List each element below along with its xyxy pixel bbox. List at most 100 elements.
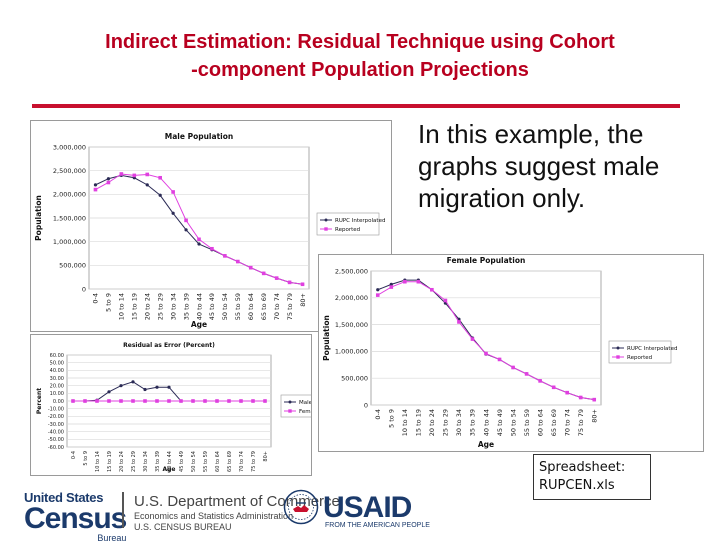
callout-line-2: RUPCEN.xls	[539, 478, 615, 493]
residual-point-0	[167, 385, 171, 389]
male-point-0	[93, 183, 98, 187]
census-united-states: United States	[24, 490, 104, 505]
male-xtick-label: 10 to 14	[118, 293, 126, 320]
residual-point-1	[71, 399, 75, 403]
female-ytick-label: 1,500,000	[335, 321, 368, 329]
residual-point-1	[179, 399, 183, 403]
male-chart-title: Male Population	[165, 132, 233, 141]
male-ytick-label: 2,500,000	[53, 167, 86, 175]
residual-ylabel: Percent	[36, 388, 43, 414]
male-xtick-label: 70 to 74	[273, 293, 281, 320]
residual-xtick-label: 75 to 79	[251, 451, 257, 472]
residual-legend-marker	[288, 400, 292, 404]
female-xtick-label: 55 to 59	[523, 409, 531, 436]
male-point-1	[184, 218, 188, 223]
residual-xtick-label: 40 to 44	[167, 451, 173, 472]
female-point-1	[511, 365, 515, 370]
male-point-1	[248, 265, 253, 270]
census-wordmark: Census	[24, 502, 127, 535]
residual-ytick-label: 30.00	[50, 376, 64, 382]
title-line-1: Indirect Estimation: Residual Technique …	[105, 31, 615, 53]
female-ytick-label: 1,000,000	[335, 348, 368, 356]
residual-xtick-label: 80+	[263, 451, 269, 462]
male-point-0	[158, 193, 162, 197]
female-xtick-label: 25 to 29	[442, 409, 450, 436]
male-point-0	[184, 228, 188, 232]
residual-ytick-label: -60.00	[48, 445, 64, 451]
male-point-0	[106, 177, 111, 181]
female-point-1	[484, 351, 488, 356]
male-point-1	[210, 246, 214, 251]
male-point-0	[171, 211, 175, 215]
residual-legend-label: Male	[299, 400, 311, 406]
residual-error-chart: -60.00 -50.00 -40.00 -30.00 -20.00 -10.00 0.00…	[30, 334, 312, 476]
residual-ytick-label: -40.00	[48, 429, 64, 435]
residual-ytick-label: -30.00	[48, 422, 64, 428]
residual-point-0	[107, 390, 111, 394]
male-xtick-label: 60 to 64	[247, 293, 255, 320]
slide-title: Indirect Estimation: Residual Technique …	[0, 28, 720, 84]
residual-point-1	[263, 399, 267, 403]
male-legend-label: Reported	[335, 227, 360, 233]
female-legend-box	[608, 340, 672, 364]
female-plot-area	[370, 270, 602, 406]
female-chart-title: Female Population	[447, 256, 526, 265]
male-xtick-label: 55 to 59	[234, 293, 242, 320]
female-xtick-label: 65 to 69	[550, 409, 558, 436]
male-point-1	[171, 190, 175, 194]
male-point-1	[119, 172, 124, 176]
female-xtick-label: 20 to 24	[428, 409, 436, 436]
female-point-0	[389, 282, 393, 286]
female-point-1	[592, 397, 597, 402]
title-line-2: -component Population Projections	[191, 59, 529, 81]
female-point-1	[389, 285, 394, 289]
residual-chart-svg: -60.00 -50.00 -40.00-30.00 -20.00 -10.000.00…	[36, 342, 311, 473]
female-point-1	[443, 298, 448, 303]
male-point-1	[274, 276, 279, 280]
male-legend-box	[316, 212, 380, 236]
male-xtick-label: 5 to 9	[105, 293, 113, 312]
female-point-1	[538, 379, 542, 383]
male-ylabel: Population	[34, 195, 43, 241]
male-ytick-label: 500,000	[59, 262, 86, 270]
female-point-1	[470, 337, 475, 341]
male-point-1	[261, 271, 266, 276]
residual-point-1	[239, 399, 243, 403]
male-chart-svg: 0 500,000 1,000,000 1,500,000 2,000,000 2,500…	[34, 132, 385, 329]
residual-ytick-label: -10.00	[48, 406, 64, 412]
residual-point-1	[107, 399, 111, 403]
male-xtick-label: 30 to 34	[169, 293, 177, 320]
male-point-1	[197, 237, 201, 242]
male-xtick-label: 80+	[299, 293, 307, 307]
female-xtick-label: 10 to 14	[401, 409, 409, 436]
male-population-chart: 0 500,000 1,000,000 1,500,000 2,000,000 2,500…	[30, 120, 392, 332]
female-point-1	[524, 372, 529, 376]
female-point-1	[578, 395, 583, 400]
residual-point-1	[203, 399, 207, 403]
female-point-1	[416, 279, 421, 284]
residual-point-1	[143, 399, 147, 403]
residual-ytick-label: -50.00	[48, 437, 64, 443]
dept-line-2: Economics and Statistics Administration	[134, 511, 294, 521]
male-xtick-label: 20 to 24	[144, 293, 152, 320]
male-point-1	[236, 259, 240, 264]
residual-xtick-label: 15 to 19	[107, 451, 113, 472]
male-xtick-label: 75 to 79	[286, 293, 294, 320]
male-xtick-label: 40 to 44	[195, 293, 203, 320]
residual-point-1	[155, 399, 159, 403]
male-point-0	[197, 242, 201, 246]
male-xtick-label: 45 to 49	[208, 293, 216, 320]
residual-point-0	[143, 387, 147, 392]
female-point-1	[375, 293, 380, 297]
female-point-1	[565, 390, 569, 395]
female-legend-label: Reported	[627, 355, 652, 361]
female-ylabel: Population	[322, 315, 331, 361]
female-legend-marker	[616, 346, 620, 350]
female-point-1	[403, 279, 407, 284]
residual-ytick-label: 10.00	[50, 391, 64, 397]
census-bureau-logo: United States Census Bureau	[24, 490, 127, 543]
female-xtick-label: 80+	[591, 409, 599, 423]
residual-xtick-label: 5 to 9	[83, 451, 89, 466]
residual-point-0	[119, 384, 123, 388]
male-xtick-label: 0-4	[92, 293, 100, 304]
